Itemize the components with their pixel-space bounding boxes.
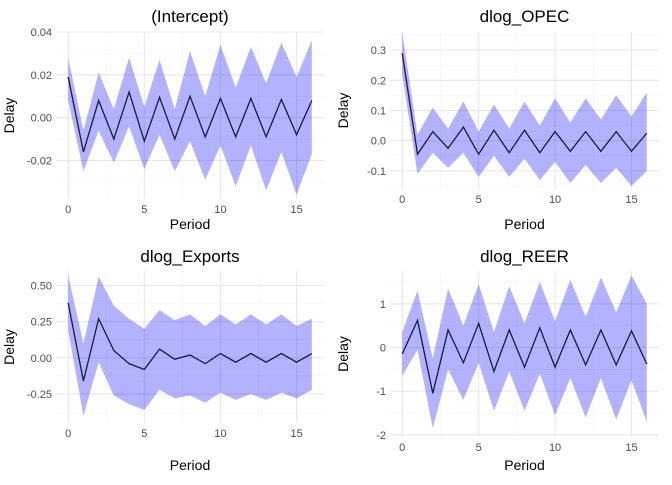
series-line <box>67 76 313 153</box>
panel-title: dlog_OPEC <box>480 7 570 26</box>
panel-dlog-opec: 0 5 10 15 -0.1 0.0 0.1 0.2 0.3 dlog_OPEC Period Del… <box>335 7 659 232</box>
panel-dlog-reer: 0 5 10 15 -2 -1 0 1 dlog_REER Period Delay <box>335 247 659 473</box>
y-axis-title: Delay <box>1 98 17 134</box>
x-tick-label: 15 <box>625 194 637 206</box>
x-tick-label: 15 <box>290 428 302 440</box>
y-tick-label: 0.04 <box>31 27 52 39</box>
y-tick-label: 0.2 <box>371 75 386 87</box>
x-tick-label: 0 <box>65 204 71 216</box>
x-tick-label: 5 <box>476 194 482 206</box>
y-axis-title: Delay <box>335 93 351 129</box>
panel-dlog-exports: 0 5 10 15 -0.25 0.00 0.25 0.50 dlog_Exports Perio… <box>1 247 324 473</box>
x-tick-label: 5 <box>476 442 482 454</box>
x-axis-title: Period <box>504 216 544 232</box>
x-tick-label: 0 <box>65 428 71 440</box>
x-tick-label: 10 <box>549 194 561 206</box>
series-line <box>401 53 648 157</box>
series-line <box>67 302 313 382</box>
confidence-band <box>402 32 647 186</box>
panel-title: (Intercept) <box>151 7 228 26</box>
y-tick-label: 0.0 <box>371 136 386 148</box>
y-tick-label: 0.00 <box>31 113 52 125</box>
panel-title: dlog_Exports <box>140 247 239 266</box>
x-tick-label: 10 <box>214 428 226 440</box>
y-tick-label: 0.00 <box>31 353 52 365</box>
panel-title: dlog_REER <box>480 247 569 266</box>
y-axis-title: Delay <box>1 329 17 365</box>
y-tick-label: 0.25 <box>31 317 52 329</box>
y-tick-label: 0.50 <box>31 280 52 292</box>
y-axis-title: Delay <box>335 336 351 372</box>
x-tick-label: 10 <box>214 204 226 216</box>
x-tick-label: 5 <box>141 204 147 216</box>
x-axis-title: Period <box>170 216 210 232</box>
confidence-band <box>402 275 647 429</box>
x-tick-label: 15 <box>625 442 637 454</box>
confidence-band <box>68 40 312 195</box>
y-tick-label: 0.3 <box>371 45 386 57</box>
y-tick-label: 0.1 <box>371 106 386 118</box>
confidence-band <box>68 275 312 416</box>
y-tick-label: 0 <box>380 342 386 354</box>
y-tick-label: -0.25 <box>27 389 52 401</box>
x-axis-title: Period <box>504 457 544 473</box>
x-tick-label: 0 <box>399 442 405 454</box>
x-tick-label: 0 <box>399 194 405 206</box>
panel-intercept: 0 5 10 15 -0.02 0.00 0.02 0.04 (Intercept) Period… <box>1 7 324 232</box>
y-tick-label: -0.02 <box>27 155 52 167</box>
y-tick-label: -0.1 <box>367 166 386 178</box>
x-axis-title: Period <box>170 457 210 473</box>
x-tick-label: 10 <box>549 442 561 454</box>
y-tick-label: 1 <box>380 299 386 311</box>
y-tick-label: -1 <box>376 386 386 398</box>
x-tick-label: 5 <box>141 428 147 440</box>
series-line <box>401 318 648 394</box>
y-tick-label: 0.02 <box>31 70 52 82</box>
y-tick-label: -2 <box>376 430 386 442</box>
x-tick-label: 15 <box>290 204 302 216</box>
